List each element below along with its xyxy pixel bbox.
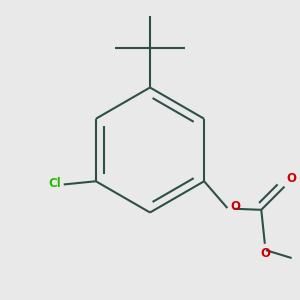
- Text: Cl: Cl: [48, 177, 61, 190]
- Text: O: O: [286, 172, 297, 185]
- Text: O: O: [230, 200, 240, 214]
- Text: O: O: [261, 247, 271, 260]
